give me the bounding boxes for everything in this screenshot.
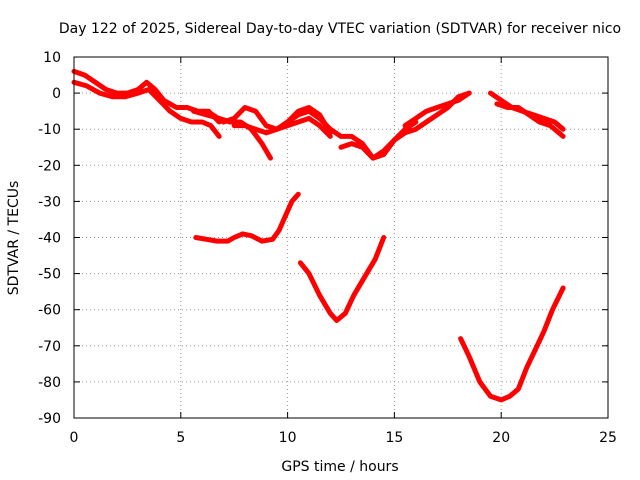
y-tick-label: -40: [38, 231, 61, 247]
y-tick-label: -50: [38, 267, 61, 283]
x-tick-label: 15: [385, 430, 403, 446]
series-track-13: [458, 285, 566, 403]
x-tick-label: 5: [176, 430, 185, 446]
y-tick-label: -70: [38, 339, 61, 355]
y-tick-label: -90: [38, 411, 61, 427]
x-tick-label: 20: [492, 430, 510, 446]
y-tick-label: -30: [38, 194, 61, 210]
series-track-11: [193, 191, 301, 244]
y-tick-label: 10: [43, 50, 61, 66]
series-track-12: [297, 235, 387, 323]
x-tick-label: 0: [70, 430, 79, 446]
series-track-8: [402, 90, 472, 129]
axis-ticks: 0 5 10 15 20 25 10 0 -10 -20 -30 -40 -50 -60 -70 -80 -90: [38, 50, 617, 446]
y-tick-label: -60: [38, 303, 61, 319]
chart-title: Day 122 of 2025, Sidereal Day-to-day VTE…: [59, 21, 621, 37]
y-tick-label: -80: [38, 375, 61, 391]
series-track-2: [71, 79, 222, 139]
y-tick-label: 0: [52, 86, 61, 102]
x-tick-label: 25: [599, 430, 617, 446]
series-track-10: [494, 101, 566, 139]
series-track-7: [338, 90, 472, 161]
x-tick-label: 10: [279, 430, 297, 446]
data-traces: [71, 68, 566, 403]
y-axis-label: SDTVAR / TECUs: [6, 181, 22, 296]
y-tick-label: -10: [38, 122, 61, 138]
series-track-4: [210, 105, 333, 136]
series-track-3: [191, 108, 273, 161]
y-tick-label: -20: [38, 158, 61, 174]
x-axis-label: GPS time / hours: [281, 459, 398, 475]
